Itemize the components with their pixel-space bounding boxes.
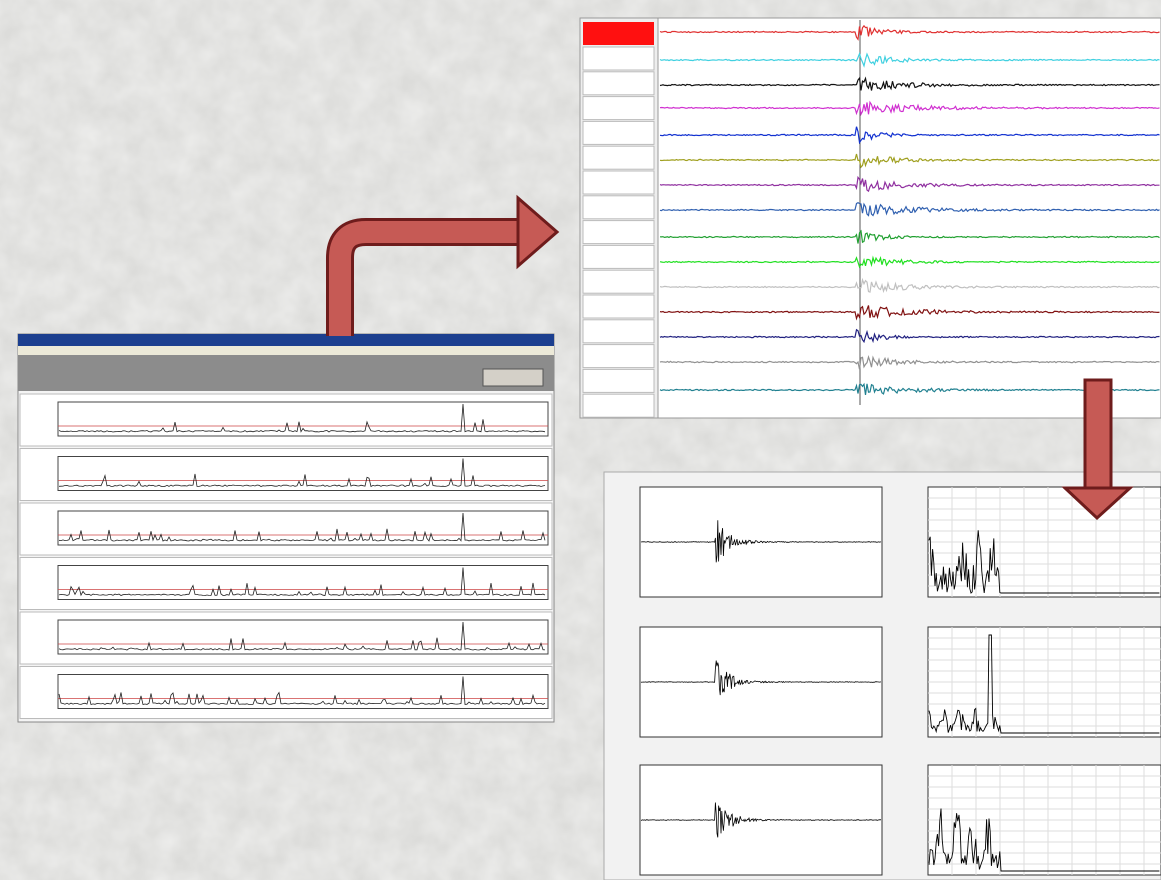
channel-row [583, 345, 654, 368]
channel-row [583, 320, 654, 343]
plot-area [58, 566, 548, 600]
page: (() => { const data = JSON.parse(documen… [0, 0, 1161, 880]
channel-row [583, 171, 654, 194]
title-bar [18, 334, 554, 346]
channel-row [583, 72, 654, 95]
channel-row [583, 270, 654, 293]
screen [0, 0, 1161, 880]
channel-row [583, 369, 654, 392]
channel-row [583, 221, 654, 244]
channel-row [583, 245, 654, 268]
window-frame [580, 18, 1161, 418]
channel-row [583, 146, 654, 169]
channel-row [583, 121, 654, 144]
channel-row [583, 394, 654, 417]
channel-row [583, 295, 654, 318]
toolbar [18, 355, 554, 391]
analysis-window [604, 472, 1161, 880]
button[interactable] [483, 369, 543, 386]
trace-window [580, 18, 1161, 418]
plot-area [58, 620, 548, 654]
menu-bar [18, 346, 554, 355]
channel-row [583, 47, 654, 70]
selected-channel[interactable] [583, 22, 654, 45]
channel-row [583, 97, 654, 120]
channel-row [583, 196, 654, 219]
arrow-shaft [1085, 380, 1111, 490]
